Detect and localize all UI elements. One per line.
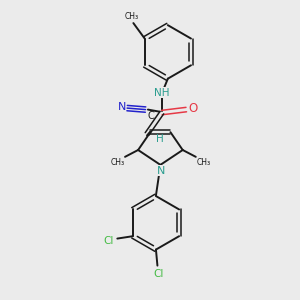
Text: N: N bbox=[157, 166, 165, 176]
Text: C: C bbox=[148, 111, 154, 121]
Text: CH₃: CH₃ bbox=[196, 158, 211, 167]
Text: NH: NH bbox=[154, 88, 170, 98]
Text: CH₃: CH₃ bbox=[125, 12, 139, 21]
Text: Cl: Cl bbox=[103, 236, 114, 246]
Text: O: O bbox=[188, 103, 197, 116]
Text: CH₃: CH₃ bbox=[110, 158, 124, 167]
Text: Cl: Cl bbox=[154, 269, 164, 279]
Text: N: N bbox=[118, 103, 126, 112]
Text: H: H bbox=[156, 134, 164, 144]
